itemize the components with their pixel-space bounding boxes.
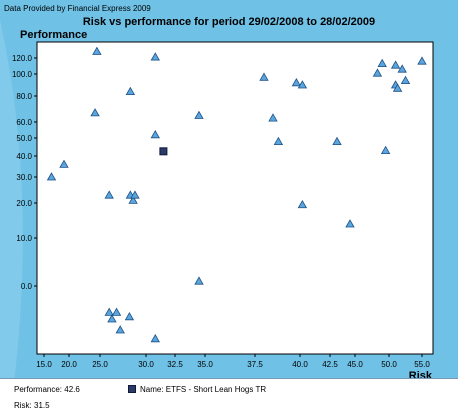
data-point-triangle[interactable] [268, 113, 278, 122]
y-tick-label: 100.0 [12, 70, 33, 79]
data-point-triangle[interactable] [125, 86, 136, 95]
data-point-triangle[interactable] [297, 80, 308, 89]
data-point-triangle[interactable] [291, 77, 302, 87]
data-point-triangle[interactable] [90, 108, 100, 117]
data-point-triangle[interactable] [130, 190, 140, 199]
data-point-triangle[interactable] [104, 307, 114, 316]
x-tick-label: 40.0 [292, 360, 308, 369]
info-name-row: Name: ETFS - Short Lean Hogs TR [128, 385, 266, 394]
data-point-selected[interactable] [159, 147, 168, 156]
x-tick-label: 50.0 [381, 360, 397, 369]
y-tick-label: 50.0 [16, 134, 32, 143]
scatter-plot: 120.0 100.0 80.0 60.0 50.0 40.0 30.0 20.0 10.0 0.… [12, 41, 434, 369]
data-point-triangle[interactable] [150, 129, 160, 139]
x-tick-label: 37.5 [247, 360, 263, 369]
x-tick-label: 20.0 [61, 360, 77, 369]
data-point-triangle[interactable] [377, 58, 387, 67]
data-point-triangle[interactable] [390, 60, 401, 69]
data-point-triangle[interactable] [92, 46, 102, 55]
y-tick-label: 40.0 [16, 152, 32, 161]
data-point-triangle[interactable] [150, 333, 160, 343]
x-axis-ticks: 15.0 20.0 25.0 30.0 32.5 35.0 37.5 40.0 42.5 45.0… [36, 354, 430, 369]
data-point-triangle[interactable] [115, 325, 125, 334]
info-performance: Performance: 42.6 [14, 385, 80, 394]
x-tick-label: 32.5 [167, 360, 183, 369]
x-tick-label: 35.0 [197, 360, 213, 369]
x-tick-label: 55.0 [414, 360, 430, 369]
x-tick-label: 15.0 [36, 360, 52, 369]
y-axis-ticks: 120.0 100.0 80.0 60.0 50.0 40.0 30.0 20.0 10.0 0.… [12, 54, 37, 291]
y-axis-title: Performance [20, 29, 88, 41]
x-tick-label: 30.0 [138, 360, 154, 369]
data-point-triangle[interactable] [397, 64, 407, 73]
data-point-triangle[interactable] [59, 159, 69, 168]
data-point-triangle[interactable] [392, 83, 403, 92]
selected-point-info: Performance: 42.6 Risk: 31.5 Name: ETFS … [0, 378, 458, 414]
data-point-triangle[interactable] [104, 190, 114, 199]
info-fund-name: Name: ETFS - Short Lean Hogs TR [140, 385, 267, 394]
data-point-triangle[interactable] [107, 314, 117, 323]
data-point-triangle[interactable] [380, 145, 391, 155]
data-provider-note: Data Provided by Financial Express 2009 [4, 4, 151, 13]
data-point-triangle[interactable] [372, 68, 383, 77]
chart-title: Risk vs performance for period 29/02/200… [82, 16, 376, 28]
y-tick-label: 10.0 [16, 234, 32, 243]
data-point-triangle[interactable] [273, 136, 284, 146]
y-tick-label: 0.0 [21, 282, 33, 291]
data-points [46, 46, 427, 343]
y-tick-label: 20.0 [16, 199, 32, 208]
data-point-triangle[interactable] [150, 52, 160, 61]
y-tick-label: 80.0 [16, 92, 32, 101]
x-tick-label: 42.5 [322, 360, 338, 369]
info-risk: Risk: 31.5 [14, 401, 50, 410]
legend-square-icon [128, 385, 136, 393]
data-point-triangle[interactable] [46, 172, 57, 181]
x-tick-label: 25.0 [92, 360, 108, 369]
data-point-triangle[interactable] [259, 72, 269, 81]
data-point-triangle[interactable] [128, 195, 138, 204]
plot-area [36, 41, 434, 355]
data-point-triangle[interactable] [332, 136, 342, 146]
x-tick-label: 45.0 [347, 360, 363, 369]
data-point-triangle[interactable] [345, 219, 355, 228]
data-point-triangle[interactable] [194, 276, 204, 285]
y-tick-label: 60.0 [16, 118, 32, 127]
data-point-triangle[interactable] [417, 56, 427, 65]
data-point-triangle[interactable] [400, 75, 411, 84]
data-point-triangle[interactable] [111, 307, 122, 316]
data-point-triangle[interactable] [194, 110, 204, 119]
y-tick-label: 120.0 [12, 54, 33, 63]
data-point-triangle[interactable] [124, 311, 135, 321]
data-point-triangle[interactable] [297, 199, 308, 209]
y-tick-label: 30.0 [16, 173, 32, 182]
